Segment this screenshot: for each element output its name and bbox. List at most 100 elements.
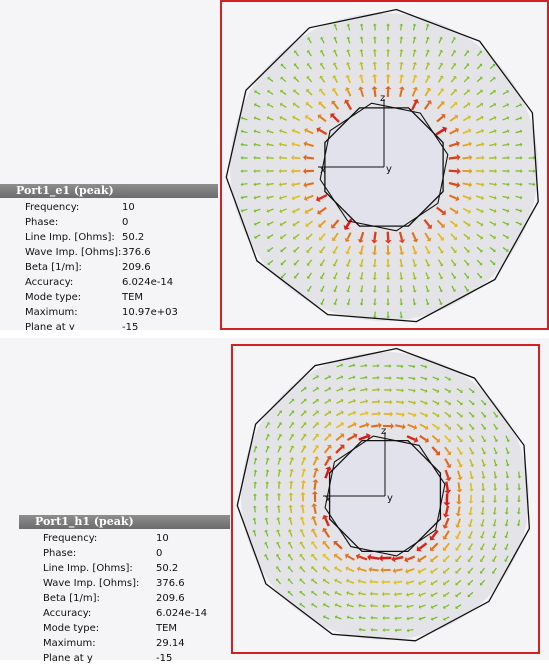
field-arrow-shaft [495,507,496,512]
field-arrow-shaft [502,145,507,146]
info-row: Mode type:TEM [19,621,230,636]
field-arrow-shaft [446,482,447,491]
info-row: Frequency:10 [0,200,218,215]
field-arrow-shaft [306,158,314,159]
field-arrow-shaft [483,483,484,489]
info-title: Port1_h1 (peak) [19,515,230,529]
info-row-label: Wave Imp. [Ohms]: [43,576,139,591]
info-row: Maximum:10.97e+03 [0,305,218,320]
info-row: Beta [1/m]:209.6 [19,591,230,606]
separator [0,330,549,338]
info-row: Accuracy:6.024e-14 [19,606,230,621]
field-arrow-shaft [243,145,248,146]
info-row-label: Frequency: [43,531,97,546]
field-arrow-shaft [371,557,380,558]
info-row-value: 209.6 [156,591,185,606]
info-row-value: 376.6 [156,576,185,591]
info-row: Line Imp. [Ohms]:50.2 [0,230,218,245]
info-row-value: 10 [156,531,169,546]
info-row-value: 50.2 [156,561,178,576]
field-arrow-shaft [507,507,508,512]
info-row: Maximum:29.14 [19,636,230,651]
field-arrow-shaft [372,582,378,583]
info-row: Accuracy: 6.024e-14 [0,275,218,290]
field-arrow-shaft [396,618,401,619]
info-row: Line Imp. [Ohms]: 50.2 [19,561,230,576]
info-row-value: 209.6 [122,260,151,275]
info-row-value: -15 [156,651,172,666]
info-row-label: Mode type: [43,621,99,636]
info-row-value: 10 [122,200,135,215]
field-arrow-shaft [371,570,378,571]
field-arrow-shaft [489,184,495,185]
field-arrow-shaft [401,51,402,56]
field-arrow-shaft [314,482,315,490]
field-arrow-shaft [519,472,520,477]
field-arrow-shaft [372,594,378,595]
field-arrow-shaft [396,402,402,403]
field-arrow-shaft [372,414,379,415]
field-arrow-shaft [516,145,521,146]
field-arrow-shaft [396,390,401,391]
info-row-label: Line Imp. [Ohms]: [43,561,133,576]
info-row-label: Mode type: [25,290,81,305]
info-row-value: 6.024e-14 [122,275,173,290]
field-arrow-shaft [255,508,256,513]
field-arrow-shaft [255,472,256,477]
field-arrow-shaft [395,425,403,427]
field-arrow-shaft [362,26,363,31]
field-arrow-shaft [401,64,402,70]
field-arrow-shaft [291,483,292,489]
field-arrow-shaft [372,390,377,391]
field-arrow-shaft [401,38,402,43]
field-arrow-shaft [302,507,303,514]
field-arrow-shaft [471,483,472,489]
info-row-label: Accuracy: [25,275,73,290]
info-row: Mode type:TEM [0,290,218,305]
field-arrow-shaft [449,157,457,158]
field-arrow-shaft [470,507,471,513]
field-arrow-shaft [279,507,280,512]
field-arrow-shaft [268,184,273,185]
field-arrow-shaft [396,581,402,582]
field-arrow-shaft [375,245,376,252]
info-row-label: Accuracy: [43,606,91,621]
field-arrow-shaft [375,64,376,70]
info-row-label: Wave Imp. [Ohms]: [25,245,121,260]
field-arrow-shaft [362,299,363,304]
field-arrow-shaft [375,89,376,97]
field-arrow-shaft [476,183,482,184]
field-arrow-shaft [507,471,508,476]
field-arrow-shaft [360,618,365,619]
field-arrow-shaft [401,272,402,278]
field-arrow-shaft [458,506,459,513]
field-arrow-shaft [362,285,363,290]
field-arrow-shaft [361,630,366,631]
info-row-value: 0 [122,215,128,230]
info-row: Frequency: 10 [19,531,230,546]
field-arrow-shaft [459,482,460,489]
field-arrow-shaft [396,594,402,595]
field-arrow-shaft [281,184,287,185]
field-arrow-shaft [396,413,403,414]
info-row-label: Phase: [43,546,76,561]
field-arrow-shaft [397,630,402,631]
info-row-label: Beta [1/m]: [25,260,82,275]
field-arrow-shaft [516,184,521,185]
info-row-label: Plane at y [43,651,93,666]
field-arrow-shaft [401,285,402,290]
info-row-label: Phase: [25,215,58,230]
info-title: Port1_e1 (peak) [0,184,218,198]
field-arrow-shaft [476,158,482,159]
field-arrow-shaft [279,483,280,488]
field-arrow-shaft [255,145,260,146]
field-arrow-shaft [375,259,376,265]
y-axis-label: y [387,493,393,504]
field-arrow-shaft [314,506,316,514]
